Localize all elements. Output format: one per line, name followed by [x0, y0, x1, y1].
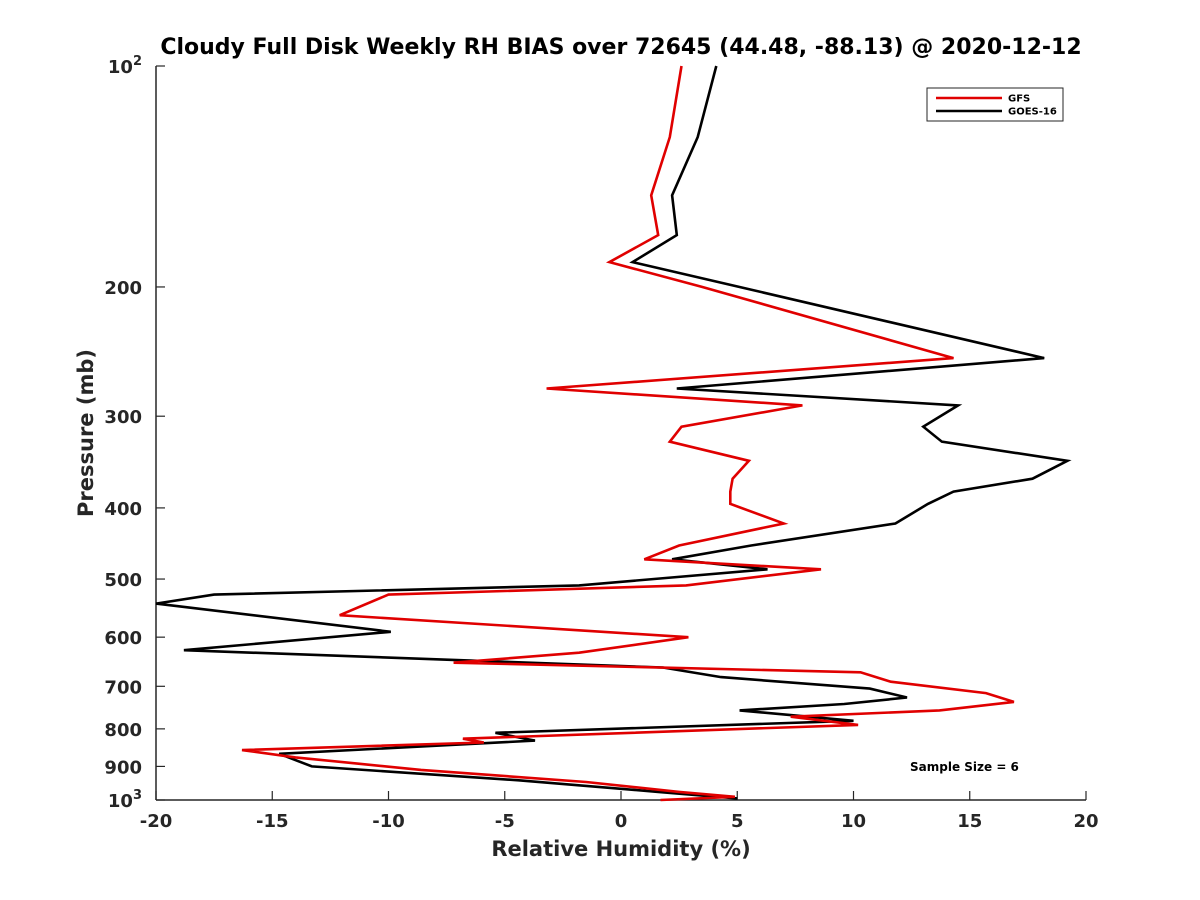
x-tick-label: 10	[841, 811, 866, 832]
sample-size-annotation: Sample Size = 6	[910, 760, 1019, 774]
y-tick-label: 200	[104, 278, 142, 299]
y-axis-label: Pressure (mb)	[74, 349, 98, 517]
series-line-goes16	[155, 65, 1072, 800]
y-tick-label: 700	[104, 677, 142, 698]
x-tick-label: -15	[256, 811, 289, 832]
x-tick-label: -20	[140, 811, 173, 832]
chart-title: Cloudy Full Disk Weekly RH BIAS over 726…	[160, 35, 1081, 60]
x-tick-label: 5	[731, 811, 744, 832]
y-tick-label: 103	[108, 788, 142, 812]
y-tick-label: 102	[108, 54, 142, 78]
series-layer	[155, 65, 1072, 802]
legend: GFS GOES-16	[926, 87, 1064, 122]
series-line-gfs	[241, 65, 1015, 802]
y-tick-label: 900	[104, 757, 142, 778]
y-tick-label: 500	[104, 570, 142, 591]
plot-area	[155, 66, 1086, 801]
legend-label-goes16: GOES-16	[1008, 107, 1057, 118]
y-tick-base: 10	[108, 791, 133, 812]
y-tick-label: 400	[104, 499, 142, 520]
x-tick-label: 15	[957, 811, 982, 832]
x-tick-label: -5	[495, 811, 515, 832]
x-axis-label: Relative Humidity (%)	[491, 837, 750, 861]
x-tick-label: 20	[1073, 811, 1098, 832]
x-ticks: -20 -15 -10 -5 0 5 10 15 20	[140, 791, 1099, 832]
y-tick-base: 10	[108, 57, 133, 78]
y-tick-label: 600	[104, 628, 142, 649]
x-tick-label: 0	[615, 811, 628, 832]
y-tick-label: 300	[104, 407, 142, 428]
legend-label-gfs: GFS	[1008, 94, 1030, 105]
y-tick-exponent: 3	[133, 788, 142, 803]
legend-box	[926, 87, 1064, 122]
y-tick-label: 800	[104, 720, 142, 741]
y-tick-exponent: 2	[133, 54, 142, 69]
x-tick-label: -10	[372, 811, 405, 832]
